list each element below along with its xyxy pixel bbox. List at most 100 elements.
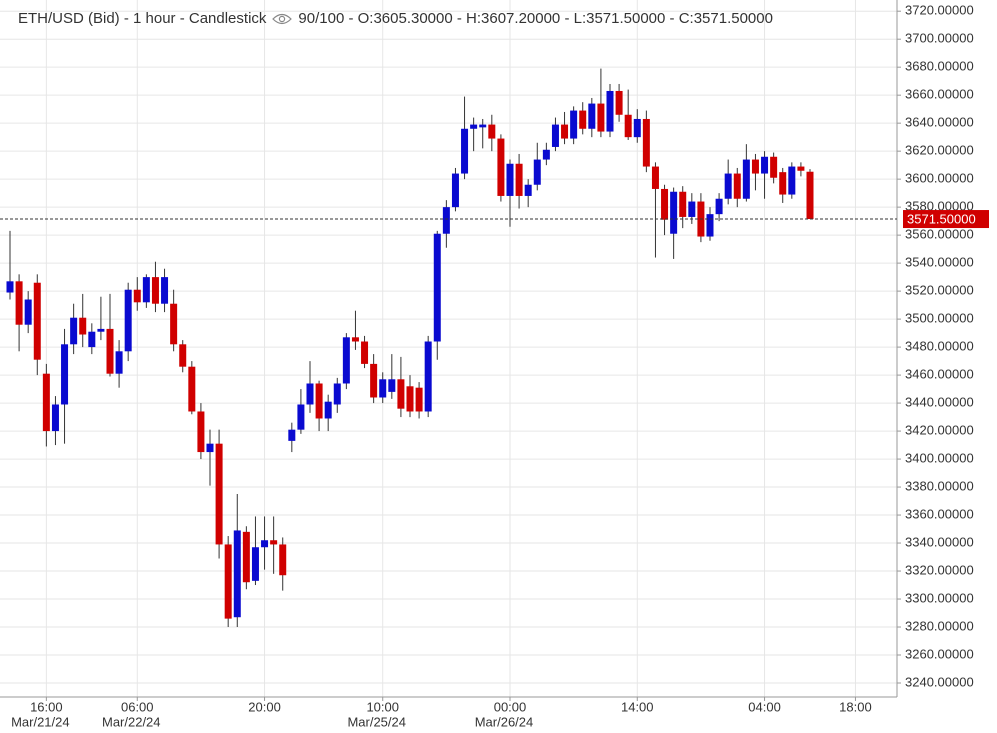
candle-body (6, 281, 14, 293)
candle-body (770, 156, 778, 178)
y-tick-label: 3300.00000 (905, 590, 974, 605)
candle-body (515, 163, 523, 196)
y-tick-label: 3640.00000 (905, 115, 974, 130)
x-tick-label: 06:00 (121, 699, 154, 714)
y-tick-label: 3440.00000 (905, 395, 974, 410)
y-tick-label: 3260.00000 (905, 646, 974, 661)
y-tick-label: 3340.00000 (905, 534, 974, 549)
candle-body (751, 159, 759, 174)
candle-body (679, 191, 687, 217)
candle-body (442, 207, 450, 234)
candle-body (570, 110, 578, 139)
y-tick-label: 3600.00000 (905, 171, 974, 186)
candle-body (306, 383, 314, 405)
candle-body (761, 156, 769, 174)
candle-body (151, 277, 159, 304)
candle-body (24, 299, 32, 325)
candle-body (615, 90, 623, 115)
last-price-tag (903, 210, 989, 229)
chart-header: ETH/USD (Bid) - 1 hour - Candlestick 90/… (18, 10, 773, 27)
candle-body (624, 114, 632, 138)
candle-body (324, 401, 332, 419)
candle-body (797, 166, 805, 171)
candle-body (215, 443, 223, 545)
candle-body (688, 201, 696, 217)
candle-body (742, 159, 750, 199)
candle-body (233, 530, 241, 618)
y-tick-label: 3660.00000 (905, 87, 974, 102)
x-tick-label: 04:00 (748, 699, 781, 714)
candle-body (188, 366, 196, 412)
y-tick-label: 3280.00000 (905, 618, 974, 633)
candle-body (506, 163, 514, 196)
y-tick-label: 3500.00000 (905, 311, 974, 326)
candle-body (470, 124, 478, 129)
candle-body (397, 379, 405, 409)
candle-body (597, 103, 605, 132)
candle-body (88, 331, 96, 348)
candle-body (33, 282, 41, 360)
candle-body (706, 214, 714, 237)
x-tick-label: 14:00 (621, 699, 654, 714)
candle-body (724, 173, 732, 199)
candle-body (97, 328, 105, 332)
candle-body (715, 198, 723, 215)
candle-body (633, 118, 641, 138)
candle-body (542, 149, 550, 160)
candle-body (161, 277, 169, 304)
x-tick-label: 20:00 (248, 699, 281, 714)
candle-body (451, 173, 459, 208)
eye-icon[interactable] (272, 13, 293, 25)
y-tick-label: 3720.00000 (905, 3, 974, 18)
candle-body (242, 531, 250, 583)
candle-body (433, 233, 441, 342)
candle-body (224, 544, 232, 619)
x-date-label: Mar/21/24 (11, 714, 70, 729)
candle-body (142, 277, 150, 303)
candle-body (179, 344, 187, 367)
candle-body (779, 172, 787, 195)
y-tick-label: 3320.00000 (905, 562, 974, 577)
candle-body (361, 341, 369, 364)
candle-body (270, 540, 278, 545)
candle-body (15, 281, 23, 325)
candle-body (197, 411, 205, 453)
candle-body (524, 184, 532, 196)
candle-body (806, 171, 814, 220)
candle-body (315, 383, 323, 419)
candle-body (551, 124, 559, 147)
candle-body (170, 303, 178, 345)
y-tick-label: 3360.00000 (905, 506, 974, 521)
candle-body (497, 138, 505, 196)
candle-body (651, 166, 659, 189)
ohlc-legend: 90/100 - O:3605.30000 - H:3607.20000 - L… (298, 10, 773, 27)
candle-body (561, 124, 569, 139)
candle-body (370, 363, 378, 398)
x-tick-label: 18:00 (839, 699, 872, 714)
candle-body (115, 351, 123, 374)
candle-body (642, 118, 650, 167)
y-tick-label: 3620.00000 (905, 143, 974, 158)
candle-body (606, 90, 614, 132)
candle-body (61, 344, 69, 405)
candle-body (288, 429, 296, 441)
y-tick-label: 3420.00000 (905, 423, 974, 438)
candle-body (106, 328, 114, 374)
y-tick-label: 3400.00000 (905, 451, 974, 466)
candle-body (51, 404, 59, 432)
candle-body (670, 191, 678, 234)
candle-body (333, 383, 341, 405)
candle-body (533, 159, 541, 185)
candle-body (42, 373, 50, 432)
candle-body (70, 317, 78, 345)
candle-body (488, 124, 496, 139)
candle-body (79, 317, 87, 335)
candle-body (661, 188, 669, 220)
candle-body (579, 110, 587, 129)
candle-body (251, 547, 259, 581)
candle-body (733, 173, 741, 199)
candle-body (206, 443, 214, 453)
last-price-label: 3571.50000 (907, 211, 976, 226)
y-tick-label: 3460.00000 (905, 367, 974, 382)
